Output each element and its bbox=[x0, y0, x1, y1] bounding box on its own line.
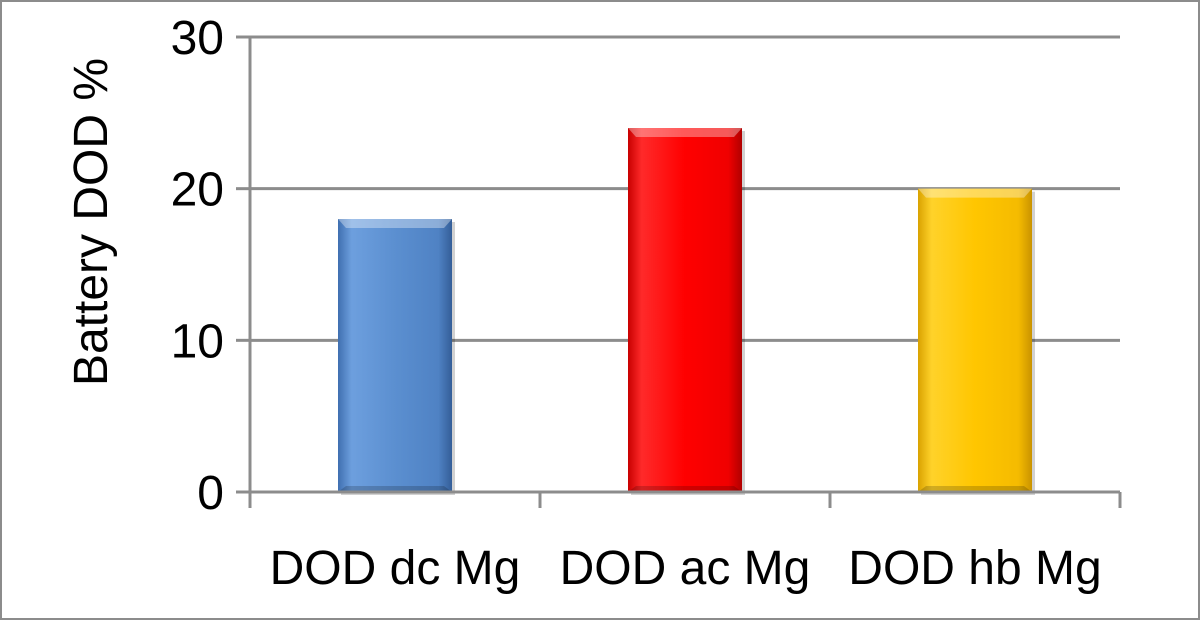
y-axis-title: Battery DOD % bbox=[65, 58, 118, 386]
x-category-label: DOD dc Mg bbox=[270, 542, 521, 595]
bar-body bbox=[628, 128, 742, 492]
x-category-label: DOD hb Mg bbox=[848, 542, 1101, 595]
bar-dod-dc-mg bbox=[338, 219, 455, 495]
y-tick-label-30: 30 bbox=[171, 12, 224, 65]
bar-bevel-top bbox=[628, 128, 742, 137]
bar-dod-hb-mg bbox=[918, 188, 1035, 495]
bar-dod-ac-mg bbox=[628, 128, 745, 495]
axes bbox=[236, 35, 1122, 508]
bar-body bbox=[918, 188, 1032, 492]
bar-bevel-top bbox=[918, 188, 1032, 198]
bars bbox=[338, 128, 1035, 495]
y-tick-label-0: 0 bbox=[197, 467, 224, 520]
bar-bevel-top bbox=[338, 219, 452, 228]
y-tick-label-20: 20 bbox=[171, 164, 224, 217]
x-category-labels: DOD dc Mg DOD ac Mg DOD hb Mg bbox=[270, 542, 1102, 595]
bar-body bbox=[338, 219, 452, 492]
y-tick-label-10: 10 bbox=[171, 315, 224, 368]
x-category-label: DOD ac Mg bbox=[560, 542, 811, 595]
y-tick-labels: 0 10 20 30 bbox=[171, 12, 224, 520]
